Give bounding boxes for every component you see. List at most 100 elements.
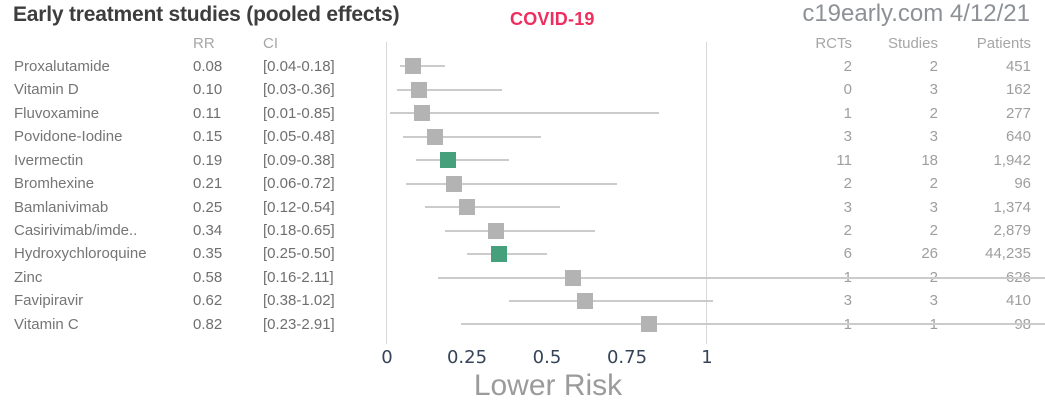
column-header-patients: Patients <box>976 35 1031 52</box>
treatment-label: Hydroxychloroquine <box>14 245 147 263</box>
ci-line <box>508 299 714 302</box>
rcts-value: 3 <box>843 292 852 310</box>
rr-value: 0.25 <box>193 198 223 216</box>
treatment-label: Casirivimab/imde.. <box>14 221 138 239</box>
rcts-value: 2 <box>843 221 852 239</box>
treatment-label: Bamlanivimab <box>14 198 109 216</box>
rr-value: 0.11 <box>193 104 222 122</box>
effect-marker <box>564 269 581 286</box>
effect-marker <box>487 222 504 239</box>
ci-line <box>399 65 445 68</box>
column-header-studies: Studies <box>887 35 938 52</box>
ci-value: [0.03-0.36] <box>263 81 335 99</box>
table-row: Proxalutamide 0.08 [0.04-0.18] 2 2 451 <box>0 55 1045 78</box>
ci-line <box>396 88 503 91</box>
treatment-label: Povidone-Iodine <box>14 128 123 146</box>
rr-value: 0.82 <box>193 315 223 333</box>
studies-value: 18 <box>921 151 938 169</box>
column-header-rcts: RCTs <box>815 35 852 52</box>
column-header-ci: CI <box>263 35 278 52</box>
ci-value: [0.18-0.65] <box>263 221 335 239</box>
ci-line <box>415 159 509 162</box>
ci-value: [0.38-1.02] <box>263 292 335 310</box>
rcts-value: 0 <box>843 81 852 99</box>
studies-value: 2 <box>929 104 938 122</box>
covid19-badge: COVID-19 <box>510 9 595 29</box>
effect-marker <box>491 246 507 263</box>
ci-value: [0.12-0.54] <box>263 198 335 216</box>
table-row: Hydroxychloroquine 0.35 [0.25-0.50] 6 26 44,2… <box>0 242 1045 265</box>
table-row: Povidone-Iodine 0.15 [0.05-0.48] 3 3 640 <box>0 125 1045 148</box>
ci-value: [0.05-0.48] <box>263 128 335 146</box>
table-row: Casirivimab/imde.. 0.34 [0.18-0.65] 2 2 2,879 <box>0 219 1045 242</box>
x-axis-tick: 0.75 <box>606 347 648 368</box>
treatment-label: Bromhexine <box>14 175 95 193</box>
effect-marker <box>446 175 463 192</box>
studies-value: 3 <box>929 81 938 99</box>
table-row: Favipiravir 0.62 [0.38-1.02] 3 3 410 <box>0 289 1045 312</box>
treatment-label: Ivermectin <box>14 151 84 169</box>
effect-marker <box>411 81 427 98</box>
table-row: Ivermectin 0.19 [0.09-0.38] 11 18 1,942 <box>0 149 1045 172</box>
effect-marker <box>404 58 421 75</box>
studies-value: 3 <box>929 292 938 310</box>
ci-value: [0.04-0.18] <box>263 57 335 75</box>
patients-value: 162 <box>1005 81 1031 99</box>
rr-value: 0.15 <box>193 128 223 146</box>
effect-marker <box>427 128 443 145</box>
rr-value: 0.10 <box>193 81 223 99</box>
column-header-rr: RR <box>193 35 215 52</box>
patients-value: 640 <box>1005 128 1031 146</box>
rcts-value: 2 <box>843 57 852 75</box>
treatment-label: Proxalutamide <box>14 57 110 75</box>
rcts-value: 1 <box>843 104 852 122</box>
studies-value: 26 <box>921 245 938 263</box>
ci-line <box>444 229 595 232</box>
patients-value: 96 <box>1014 175 1031 193</box>
studies-value: 3 <box>929 198 938 216</box>
rr-value: 0.08 <box>193 57 223 75</box>
ci-value: [0.25-0.50] <box>263 245 335 263</box>
table-row: Vitamin D 0.10 [0.03-0.36] 0 3 162 <box>0 78 1045 101</box>
ci-line <box>467 253 547 256</box>
treatment-label: Favipiravir <box>14 292 84 310</box>
treatment-label: Fluvoxamine <box>14 104 100 122</box>
table-row: Vitamin C0.82[0.23-2.91]1198 <box>0 313 1045 336</box>
studies-value: 3 <box>929 128 938 146</box>
rr-value: 0.62 <box>193 292 223 310</box>
treatment-label: Zinc <box>14 268 43 286</box>
rcts-value: 2 <box>843 175 852 193</box>
ci-line <box>425 206 560 209</box>
rcts-value: 3 <box>843 198 852 216</box>
treatment-label: Vitamin D <box>14 81 79 99</box>
ci-value: [0.23-2.91] <box>263 315 335 333</box>
patients-value: 410 <box>1005 292 1031 310</box>
effect-marker <box>459 199 475 216</box>
source-attribution: c19early.com 4/12/21 <box>802 0 1030 27</box>
ci-value: [0.16-2.11] <box>263 268 334 286</box>
rcts-value: 6 <box>843 245 852 263</box>
x-axis-tick: 0.5 <box>532 347 562 368</box>
ci-line <box>390 112 659 115</box>
gridline-zero <box>386 42 387 344</box>
ci-value: [0.01-0.85] <box>263 104 335 122</box>
ci-line <box>406 182 618 185</box>
patients-value: 1,942 <box>993 151 1031 169</box>
x-axis-label: Lower Risk <box>473 369 623 402</box>
x-axis-tick: 1 <box>701 347 713 368</box>
gridline-one <box>706 42 707 344</box>
rr-value: 0.35 <box>193 245 223 263</box>
table-row: Bromhexine 0.21 [0.06-0.72] 2 2 96 <box>0 172 1045 195</box>
effect-marker <box>577 292 594 309</box>
treatment-label: Vitamin C <box>14 315 79 333</box>
patients-value: 44,235 <box>985 245 1031 263</box>
effect-marker <box>641 316 658 333</box>
rr-value: 0.19 <box>193 151 223 169</box>
rcts-value: 11 <box>836 151 852 169</box>
studies-value: 2 <box>929 175 938 193</box>
effect-marker <box>439 152 456 169</box>
ci-value: [0.09-0.38] <box>263 151 335 169</box>
studies-value: 2 <box>929 57 938 75</box>
